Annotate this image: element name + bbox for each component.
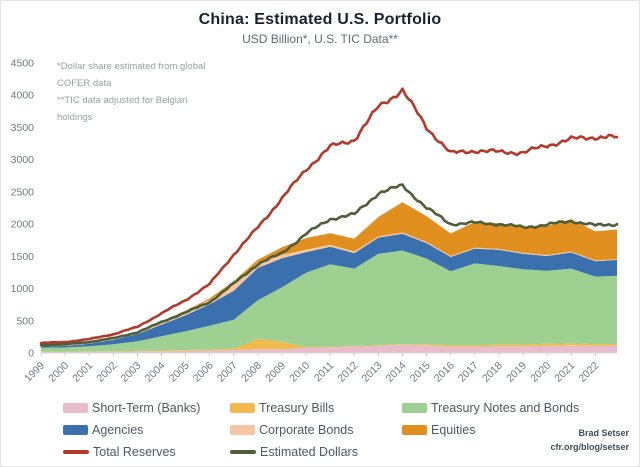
footnotes: *Dollar share estimated from global COFE…	[57, 58, 225, 126]
y-tick-label: 500	[16, 315, 34, 327]
legend-item-total_reserves: Total Reserves	[63, 442, 230, 461]
area-equities	[41, 202, 617, 347]
line-total_reserves	[39, 87, 619, 345]
legend-label: Corporate Bonds	[259, 422, 354, 437]
x-tick-label: 2017	[456, 360, 481, 385]
x-tick-label: 2010	[287, 360, 312, 385]
y-tick-label: 3000	[11, 154, 35, 166]
x-tick-label: 2011	[312, 360, 337, 385]
legend-swatch-estimated_dollars	[230, 449, 256, 454]
legend-label: Equities	[431, 422, 476, 437]
legend-swatch-notes_bonds	[402, 402, 427, 413]
legend-swatch-equities	[402, 424, 427, 435]
credit: Brad Setser cfr.org/blog/setser	[550, 426, 629, 455]
legend-swatch-short_term	[63, 402, 88, 413]
x-tick-label: 2007	[215, 360, 240, 385]
line-estimated_dollars	[39, 183, 619, 347]
footnote-tic: **TIC data adjusted for Belgian holdings	[57, 95, 188, 124]
y-tick-label: 3500	[11, 122, 35, 134]
legend-label: Treasury Bills	[259, 400, 335, 415]
x-tick-label: 2020	[528, 360, 553, 385]
legend-item-estimated_dollars: Estimated Dollars	[230, 442, 402, 461]
legend-item-short_term: Short-Term (Banks)	[63, 398, 230, 417]
area-treasury_bills	[41, 338, 617, 352]
x-tick-label: 2000	[46, 360, 71, 385]
x-tick-label: 2001	[70, 360, 95, 385]
footnote-cofer: *Dollar share estimated from global COFE…	[57, 61, 206, 90]
x-tick-label: 2016	[432, 360, 457, 385]
legend-label: Estimated Dollars	[260, 444, 358, 459]
legend-label: Short-Term (Banks)	[92, 400, 201, 415]
chart-subtitle: USD Billion*, U.S. TIC Data**	[242, 32, 398, 46]
x-tick-label: 2003	[119, 360, 144, 385]
chart-title: China: Estimated U.S. Portfolio	[198, 11, 442, 28]
area-agencies	[41, 233, 617, 348]
x-tick-label: 2018	[480, 360, 505, 385]
credit-author: Brad Setser	[578, 428, 629, 438]
x-tick-label: 2009	[263, 360, 288, 385]
legend-label: Total Reserves	[93, 444, 176, 459]
legend-swatch-total_reserves	[63, 449, 89, 454]
x-tick-label: 2005	[167, 360, 192, 385]
chart-canvas: 0 500 1000 1500 2000 2500 3000 3500 4000 4500 1999…	[11, 58, 619, 385]
legend-label: Treasury Notes and Bonds	[431, 400, 580, 415]
legend-item-treasury_bills: Treasury Bills	[230, 398, 402, 417]
legend-item-equities: Equities	[402, 420, 579, 439]
x-tick-label: 2022	[576, 360, 601, 385]
legend: Short-Term (Banks) Treasury Bills Treasury…	[63, 398, 579, 461]
x-tick-label: 2021	[552, 360, 577, 385]
x-tick-label: 2012	[335, 360, 360, 385]
x-tick-label: 2013	[360, 360, 385, 385]
y-tick-label: 4500	[11, 58, 35, 70]
credit-url: cfr.org/blog/setser	[550, 442, 629, 453]
y-tick-label: 1000	[11, 283, 35, 295]
legend-item-notes_bonds: Treasury Notes and Bonds	[402, 398, 579, 417]
legend-swatch-agencies	[63, 424, 88, 435]
y-tick-label: 2000	[11, 219, 35, 231]
x-tick-label: 2019	[504, 360, 529, 385]
area-notes_bonds	[41, 250, 617, 352]
legend-swatch-corporate_bonds	[230, 424, 255, 435]
x-tick-label: 1999	[22, 360, 47, 385]
y-tick-label: 2500	[11, 186, 35, 198]
x-tick-label: 2014	[384, 360, 409, 385]
x-tick-label: 2008	[239, 360, 264, 385]
y-tick-label: 0	[28, 348, 34, 360]
y-tick-label: 4000	[11, 90, 35, 102]
legend-item-agencies: Agencies	[63, 420, 230, 439]
y-tick-label: 1500	[11, 251, 35, 263]
area-short_term	[41, 344, 617, 353]
x-tick-label: 2002	[94, 360, 119, 385]
legend-swatch-treasury_bills	[230, 402, 255, 413]
x-tick-label: 2015	[408, 360, 433, 385]
legend-label: Agencies	[92, 422, 144, 437]
legend-item-corporate_bonds: Corporate Bonds	[230, 420, 402, 439]
x-tick-label: 2006	[191, 360, 216, 385]
x-tick-label: 2004	[143, 360, 168, 385]
